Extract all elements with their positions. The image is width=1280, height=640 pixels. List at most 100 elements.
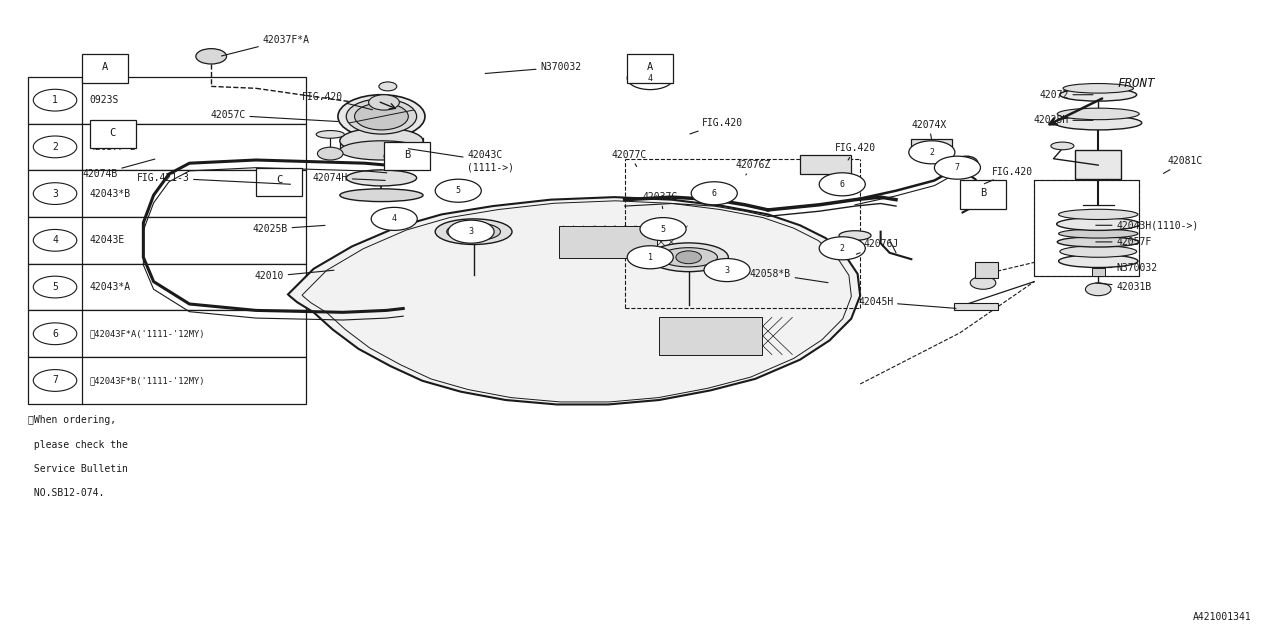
Text: 0923S: 0923S [90,95,119,105]
Circle shape [627,67,673,90]
Bar [28,170,306,217]
Text: 3: 3 [468,227,474,236]
Ellipse shape [955,156,978,170]
Circle shape [819,173,865,196]
Bar [28,124,306,170]
Bar [659,317,762,355]
Circle shape [33,183,77,205]
Ellipse shape [649,243,728,271]
Circle shape [704,259,750,282]
Circle shape [384,151,404,161]
Ellipse shape [1057,108,1139,120]
Circle shape [33,229,77,251]
Text: FIG.421-3: FIG.421-3 [137,173,291,184]
Circle shape [33,323,77,344]
Text: 42074H: 42074H [312,173,385,183]
Text: 42076J: 42076J [856,239,900,254]
Text: Service Bulletin: Service Bulletin [28,464,128,474]
Text: FIG.420: FIG.420 [835,143,876,160]
Text: FIG.420: FIG.420 [690,118,742,134]
Text: 42025B: 42025B [252,224,325,234]
Ellipse shape [660,248,718,267]
FancyBboxPatch shape [82,54,128,83]
Text: 7: 7 [955,163,960,172]
Circle shape [33,89,77,111]
Bar [28,357,306,404]
Text: 42045H: 42045H [858,297,956,308]
Polygon shape [288,197,860,404]
Text: 42081C: 42081C [1164,156,1203,173]
Text: 42010: 42010 [255,270,334,282]
Text: 5: 5 [52,282,58,292]
FancyBboxPatch shape [90,120,136,148]
Circle shape [435,179,481,202]
Text: 6: 6 [52,329,58,339]
Text: 42077C: 42077C [612,150,648,166]
Text: 42072: 42072 [1039,90,1093,100]
Ellipse shape [346,170,417,186]
Text: ※42043F*A('1111-'12MY): ※42043F*A('1111-'12MY) [90,329,205,339]
Text: 1: 1 [648,253,653,262]
Ellipse shape [340,128,422,154]
Circle shape [196,49,227,64]
Bar [975,262,998,278]
Text: A: A [102,62,108,72]
Text: 4: 4 [392,214,397,223]
Text: please check the: please check the [28,440,128,450]
Circle shape [640,218,686,241]
Text: 6: 6 [840,180,845,189]
Text: 6: 6 [712,189,717,198]
Text: 1: 1 [52,95,58,105]
Text: C: C [110,128,115,138]
Text: 42037F*A: 42037F*A [221,35,310,56]
Ellipse shape [840,230,872,240]
Circle shape [371,207,417,230]
Bar [1092,268,1105,276]
Circle shape [461,225,486,238]
Ellipse shape [338,95,425,138]
Text: 42043*B: 42043*B [90,189,131,198]
Bar [28,310,306,357]
FancyBboxPatch shape [256,168,302,196]
Text: 42025H: 42025H [1033,115,1093,125]
Text: 42057C: 42057C [210,110,338,122]
Ellipse shape [1060,88,1137,101]
Circle shape [379,82,397,91]
Text: FIG.420: FIG.420 [984,166,1033,184]
Text: 42074B: 42074B [82,159,155,179]
Text: A421001341: A421001341 [1193,612,1252,622]
Bar [387,148,402,164]
Text: 42043H(1110->): 42043H(1110->) [1096,220,1198,230]
Ellipse shape [316,131,344,138]
Text: ※When ordering,: ※When ordering, [28,415,116,426]
Text: 2: 2 [52,142,58,152]
Text: B: B [980,188,986,198]
Circle shape [369,95,399,110]
Bar [559,226,657,258]
Bar [954,303,998,310]
Text: A: A [648,62,653,72]
Ellipse shape [1051,142,1074,150]
Bar [911,139,952,157]
Circle shape [33,369,77,391]
Circle shape [819,237,865,260]
Text: 4: 4 [648,74,653,83]
Text: 42031B: 42031B [1096,282,1152,292]
Text: 2: 2 [929,148,934,157]
Text: 4: 4 [52,236,58,245]
FancyBboxPatch shape [384,142,430,170]
Text: 5: 5 [660,225,666,234]
Text: 42076Z: 42076Z [736,160,772,175]
Text: C: C [276,175,282,186]
Ellipse shape [340,141,422,160]
Bar [1034,180,1139,276]
Ellipse shape [1059,209,1138,220]
Text: FIG.420: FIG.420 [302,92,372,109]
Circle shape [970,276,996,289]
Text: N370032: N370032 [1096,262,1157,273]
Text: 42043*A: 42043*A [90,282,131,292]
Circle shape [676,251,701,264]
Text: 42037F*B: 42037F*B [90,142,137,152]
Circle shape [691,182,737,205]
Ellipse shape [346,99,417,134]
